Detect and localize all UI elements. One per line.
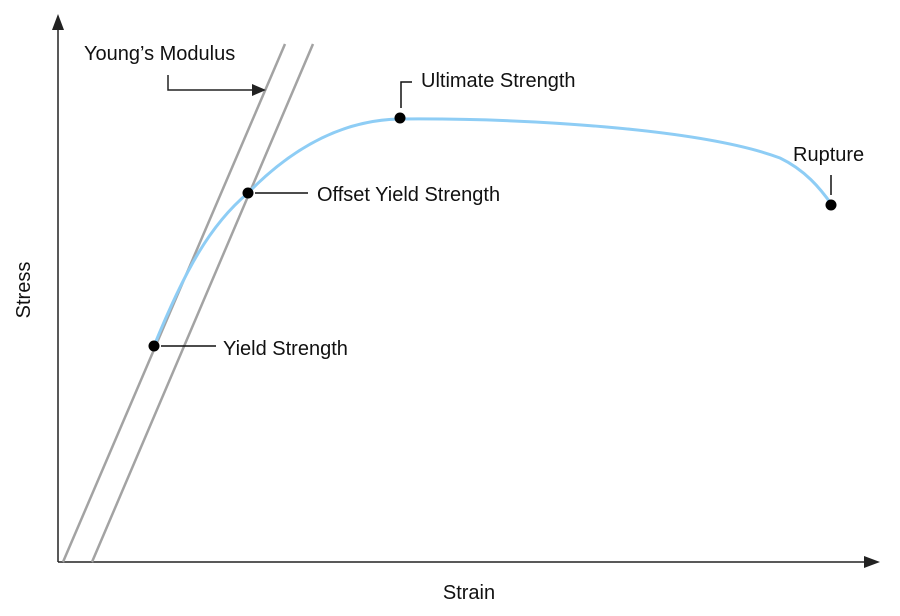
label-ultimate-strength: Ultimate Strength bbox=[421, 70, 576, 92]
y-axis-title: Stress bbox=[13, 262, 35, 319]
label-offset-yield-strength: Offset Yield Strength bbox=[317, 184, 500, 206]
x-axis-arrow bbox=[864, 556, 880, 568]
label-youngs-modulus: Young’s Modulus bbox=[84, 43, 235, 65]
point-rupture bbox=[825, 199, 837, 211]
point-offset-yield-strength bbox=[242, 187, 254, 199]
label-yield-strength: Yield Strength bbox=[223, 338, 348, 360]
leader-ultimate-strength bbox=[400, 81, 412, 108]
y-axis-arrow bbox=[52, 14, 64, 30]
x-axis-title: Strain bbox=[443, 582, 495, 604]
point-yield-strength bbox=[148, 340, 160, 352]
stress-strain-curve bbox=[152, 117, 834, 348]
point-ultimate-strength bbox=[394, 112, 406, 124]
offset-modulus-line bbox=[90, 43, 315, 563]
arrow-youngs-modulus bbox=[252, 84, 266, 96]
leader-youngs-modulus bbox=[167, 75, 254, 91]
label-rupture: Rupture bbox=[793, 144, 864, 166]
